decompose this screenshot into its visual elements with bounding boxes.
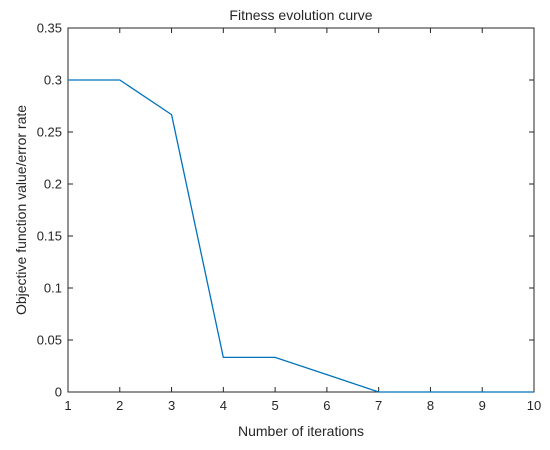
y-tick-label: 0.05 xyxy=(37,333,62,348)
x-axis-label: Number of iterations xyxy=(238,423,364,439)
x-tick-label: 4 xyxy=(220,398,227,413)
y-tick-label: 0.3 xyxy=(44,73,62,88)
ticks xyxy=(67,27,535,393)
chart-title: Fitness evolution curve xyxy=(229,7,372,23)
y-tick-label: 0 xyxy=(55,385,62,400)
y-tick-label: 0.1 xyxy=(44,281,62,296)
x-tick-label: 10 xyxy=(527,398,541,413)
x-tick-label: 7 xyxy=(375,398,382,413)
x-tick-label: 2 xyxy=(116,398,123,413)
y-tick-label: 0.35 xyxy=(37,21,62,36)
x-tick-label: 5 xyxy=(271,398,278,413)
x-tick-label: 9 xyxy=(479,398,486,413)
x-tick-label: 8 xyxy=(427,398,434,413)
y-tick-label: 0.25 xyxy=(37,125,62,140)
tick-labels: 1 2 3 4 5 6 7 8 9 10 0 0.05 0.1 0.15 0.2 0.25 0.3 0.35 xyxy=(37,21,542,414)
y-tick-label: 0.2 xyxy=(44,177,62,192)
x-tick-label: 3 xyxy=(168,398,175,413)
series-line xyxy=(68,79,534,393)
plot-area xyxy=(67,27,535,393)
x-tick-label: 1 xyxy=(64,398,71,413)
y-tick-label: 0.15 xyxy=(37,229,62,244)
y-axis-label: Objective function value/error rate xyxy=(13,105,29,315)
x-tick-label: 6 xyxy=(323,398,330,413)
